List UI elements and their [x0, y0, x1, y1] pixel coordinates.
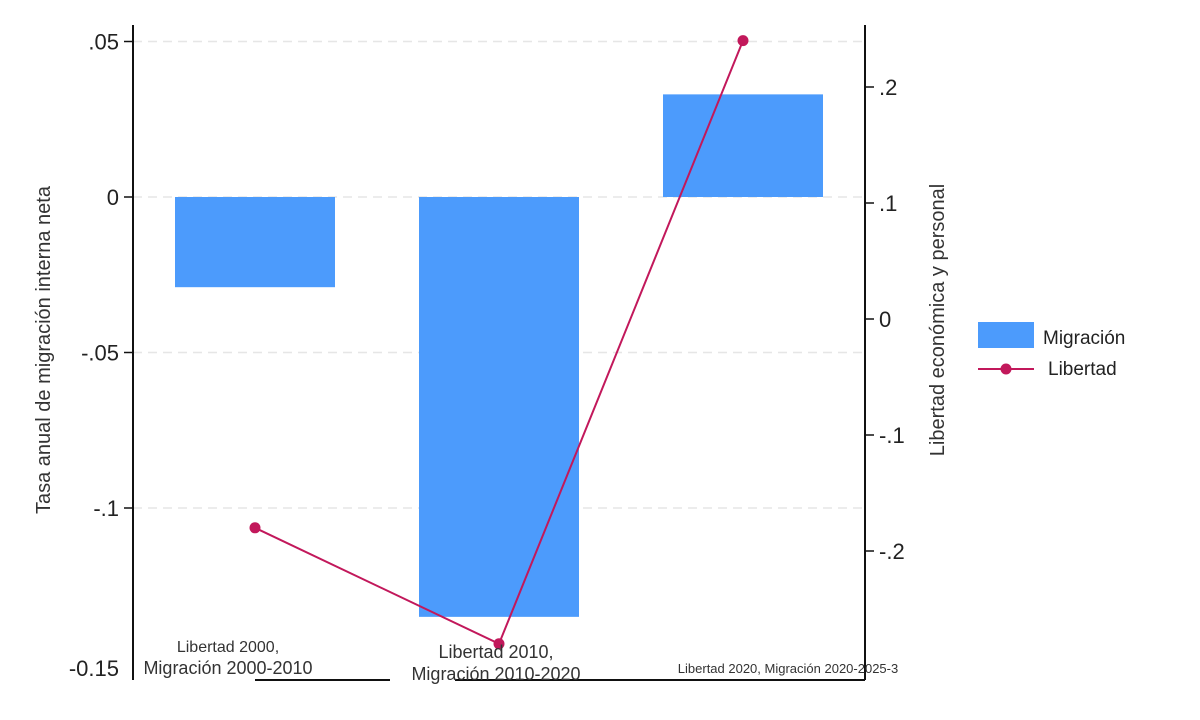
legend-marker-libertad — [1000, 363, 1012, 375]
bar-migracion[interactable] — [663, 94, 823, 197]
y-right-tick-label: -.1 — [879, 423, 905, 448]
y-right-tick-label: 0 — [879, 307, 891, 332]
bar-migracion[interactable] — [175, 197, 335, 288]
category-label-line: Migración 2000-2010 — [143, 658, 312, 678]
y-right-axis-title: Libertad económica y personal — [927, 184, 949, 456]
category-label: Libertad 2020, Migración 2020-2025-3 — [678, 661, 898, 676]
legend-label-migracion: Migración — [1043, 328, 1125, 349]
legend-label-libertad: Libertad — [1048, 359, 1117, 380]
legend-swatch-migracion — [978, 322, 1034, 348]
y-left-tick-label: -.1 — [93, 496, 119, 521]
y-left-tick-label: 0 — [107, 185, 119, 210]
y-left-axis-title: Tasa anual de migración interna neta — [33, 185, 55, 514]
category-label: Libertad 2010, Migración 2010-2020 — [411, 642, 580, 684]
category-label-line: Libertad 2020, Migración 2020-2025-3 — [678, 661, 898, 676]
line-series — [249, 35, 749, 650]
bar-migracion[interactable] — [419, 197, 579, 617]
y-right-tick-label: .2 — [879, 75, 897, 100]
point-libertad[interactable] — [249, 522, 261, 534]
y-left-tick-label: -0.15 — [69, 656, 119, 681]
category-label-line: Libertad 2000, — [177, 639, 279, 656]
category-label-line: Migración 2010-2020 — [411, 664, 580, 684]
category-label-line: Libertad 2010, — [438, 642, 553, 662]
legend[interactable]: Migración Libertad — [978, 322, 1125, 380]
y-right-tick-label: -.2 — [879, 539, 905, 564]
y-left-tick-label: .05 — [88, 30, 119, 55]
category-label: Libertad 2000, Migración 2000-2010 — [143, 639, 312, 678]
labels: .05 0 -.05 -.1 -0.15 .2 .1 0 -.1 -.2 Tasa anual de… — [33, 30, 949, 685]
y-right-tick-label: .1 — [879, 191, 897, 216]
bar-series — [175, 94, 823, 617]
point-libertad[interactable] — [737, 35, 749, 47]
axes — [124, 25, 874, 681]
y-left-tick-label: -.05 — [81, 341, 119, 366]
point-libertad[interactable] — [493, 638, 505, 650]
